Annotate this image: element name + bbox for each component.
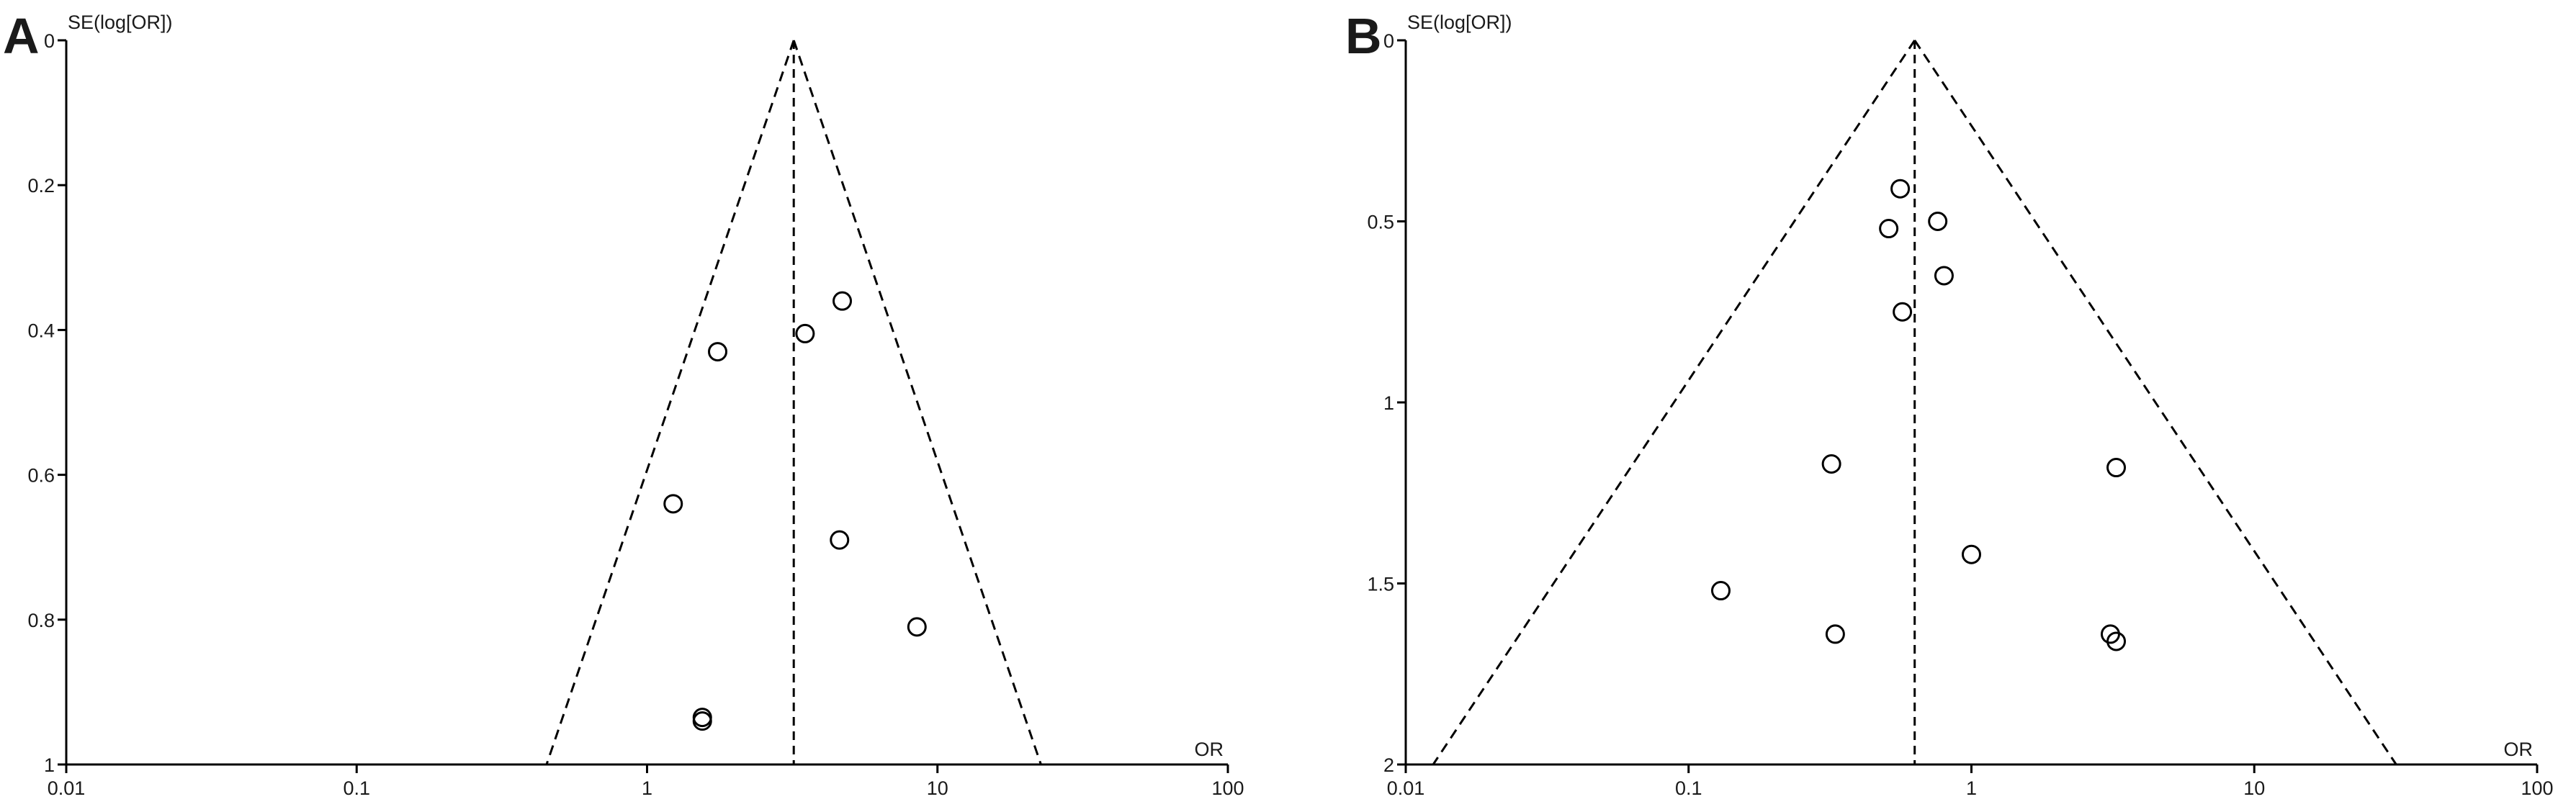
study-point [1879,219,1899,239]
funnel-left-limit [1432,40,1916,765]
funnel-right-limit [792,40,1042,765]
x-tick-label: 0.1 [343,777,370,799]
study-point [708,342,728,362]
study-point [1928,212,1948,231]
x-tick-label: 0.1 [1675,777,1702,799]
y-tick-label: 0.6 [27,465,55,487]
funnel-plot-panel-b: B 0 0.5 1 1.5 20.01 0.1 1 10 100 SE(log[OR]) OR [1345,8,2554,799]
funnel-right-limit [1913,40,2397,765]
study-point [1893,302,1913,322]
panel-label: A [3,8,40,64]
study-point [2106,631,2127,651]
panel-label: B [1345,8,1382,64]
y-tick-label: 2 [1383,754,1394,776]
study-point [833,291,853,311]
study-point [830,530,850,550]
x-tick-label: 1 [1966,777,1977,799]
y-tick-label: 1 [44,754,55,776]
study-point [692,711,712,731]
x-tick-label: 0.01 [48,777,86,799]
x-axis-title: OR [2504,739,2534,760]
y-tick-label: 1.5 [1367,574,1394,595]
x-tick-label: 1 [642,777,652,799]
study-point [1934,266,1954,286]
study-point [795,323,815,343]
y-tick-label: 0 [44,30,55,52]
study-point [907,617,927,637]
x-tick-label: 10 [2243,777,2265,799]
y-axis-title: SE(log[OR]) [1407,12,1512,33]
y-tick-label: 0.8 [27,610,55,631]
y-tick-label: 0 [1383,30,1394,52]
x-tick-label: 10 [927,777,948,799]
study-point [1962,544,1981,564]
y-tick-label: 0.2 [27,175,55,197]
x-tick-label: 100 [2521,777,2553,799]
funnel-left-limit [545,40,795,765]
study-point [1711,581,1731,601]
x-tick-label: 100 [1211,777,1244,799]
y-tick-label: 1 [1383,392,1394,414]
y-axis-title: SE(log[OR]) [68,12,173,33]
x-tick-label: 0.01 [1387,777,1425,799]
y-tick-label: 0.5 [1367,212,1394,233]
study-point [1825,624,1845,644]
y-tick-label: 0.4 [27,320,55,341]
study-point [1890,179,1911,199]
study-point [663,494,683,514]
study-point [1821,454,1841,474]
x-axis-title: OR [1195,739,1224,760]
study-point [2106,458,2127,478]
funnel-plot-panel-a: A 00.20.40.60.810.01 0.1 1 10 100SE(log[OR])O… [3,8,1244,799]
